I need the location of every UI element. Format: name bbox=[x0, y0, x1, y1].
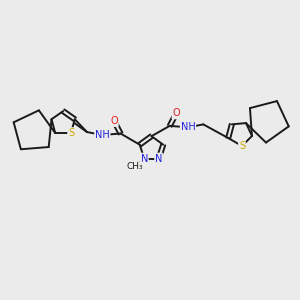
Text: N: N bbox=[155, 154, 162, 164]
Text: N: N bbox=[140, 154, 148, 164]
Text: S: S bbox=[68, 128, 74, 138]
Text: NH: NH bbox=[181, 122, 195, 132]
Text: S: S bbox=[239, 141, 245, 151]
Text: NH: NH bbox=[95, 130, 110, 140]
Text: O: O bbox=[110, 116, 118, 126]
Text: O: O bbox=[172, 109, 180, 118]
Text: CH₃: CH₃ bbox=[127, 162, 143, 171]
